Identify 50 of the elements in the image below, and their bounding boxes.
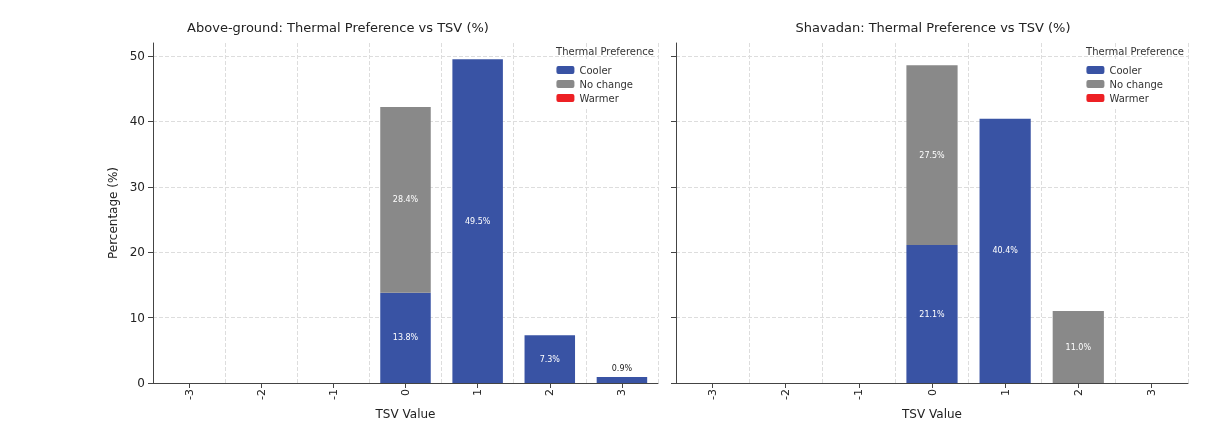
x-tick-label: -3 <box>706 389 720 400</box>
x-tick-label: -1 <box>852 389 866 400</box>
bar <box>452 59 503 383</box>
bar <box>979 118 1031 383</box>
legend-title: Thermal Preference <box>555 45 654 57</box>
data-label: 49.5% <box>464 216 491 226</box>
bar <box>906 65 958 246</box>
x-tick-label: 1 <box>471 389 485 396</box>
x-tick-label: 3 <box>615 389 629 396</box>
data-label: 27.5% <box>919 150 946 160</box>
x-tick-label: -2 <box>254 389 268 400</box>
data-label: 11.0% <box>1065 342 1092 352</box>
legend-label: No change <box>579 78 634 90</box>
legend-label: Warmer <box>579 92 620 104</box>
y-tick-label: 30 <box>129 179 145 194</box>
legend-title: Thermal Preference <box>1085 45 1184 57</box>
y-axis-title: Percentage (%) <box>105 166 120 260</box>
y-tick-label: 40 <box>129 114 145 129</box>
x-tick-label: 1 <box>998 389 1012 396</box>
data-label: 28.4% <box>392 195 419 205</box>
x-tick-label: 0 <box>399 389 412 396</box>
legend-label: No change <box>1109 78 1164 90</box>
bar <box>596 377 648 383</box>
data-label: 7.3% <box>539 354 561 364</box>
y-tick-label: 50 <box>129 49 145 64</box>
y-tick-label: 10 <box>129 310 145 325</box>
x-tick-label: 2 <box>543 389 557 396</box>
legend-label: Warmer <box>1109 92 1150 104</box>
data-label: 21.1% <box>919 309 946 319</box>
data-label: 0.9% <box>611 363 633 373</box>
x-tick-label: -3 <box>182 389 196 400</box>
chart-title: Above-ground: Thermal Preference vs TSV (%) <box>187 20 489 35</box>
x-tick-label: 3 <box>1144 389 1158 396</box>
y-tick-label: 20 <box>129 245 145 260</box>
data-label: 13.8% <box>392 333 419 343</box>
data-label: 40.4% <box>992 246 1019 256</box>
bar <box>380 292 431 383</box>
x-axis-title: TSV Value <box>374 406 436 421</box>
bar <box>1052 311 1104 383</box>
legend-label: Cooler <box>579 64 613 76</box>
bar <box>906 245 958 383</box>
x-axis-title: TSV Value <box>901 406 962 421</box>
legend-label: Cooler <box>1109 64 1143 76</box>
bar <box>380 107 431 293</box>
x-tick-label: 0 <box>925 389 939 396</box>
x-tick-label: -2 <box>779 389 793 400</box>
chart-title: Shavadan: Thermal Preference vs TSV (%) <box>795 20 1071 35</box>
x-tick-label: -1 <box>326 389 340 400</box>
bar <box>524 335 576 383</box>
x-tick-label: 2 <box>1071 389 1085 396</box>
